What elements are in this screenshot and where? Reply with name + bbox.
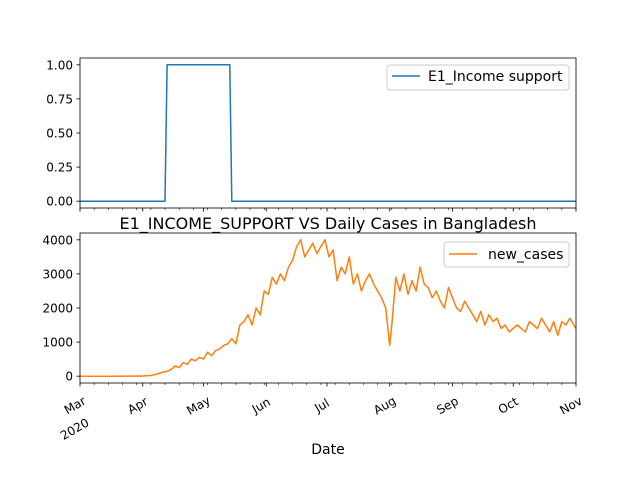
top-series-line [80, 64, 576, 202]
xtick-label: Sep [434, 394, 461, 417]
bottom-ytick-label: 3000 [42, 267, 73, 281]
top-ytick-label: 0.75 [46, 92, 73, 106]
xtick-label: Jun [249, 395, 273, 417]
xtick-label: Aug [371, 394, 398, 418]
xtick-label: Jul [311, 396, 331, 416]
xtick-label: Apr [125, 394, 150, 417]
top-ytick-label: 0.50 [46, 127, 73, 141]
top-subplot: 0.00 0.25 0.50 0.75 1.00 E1_Income support [46, 57, 577, 212]
top-legend: E1_Income support [386, 64, 570, 91]
bottom-legend: new_cases [443, 241, 570, 268]
xtick-label: Oct [496, 394, 521, 417]
top-ytick-label: 1.00 [46, 58, 73, 72]
top-axes-frame [79, 57, 577, 209]
bottom-subplot: E1_INCOME_SUPPORT VS Daily Cases in Bang… [42, 214, 584, 458]
bottom-legend-label: new_cases [488, 247, 563, 263]
bottom-ytick-label: 1000 [42, 336, 73, 350]
chart-title: E1_INCOME_SUPPORT VS Daily Cases in Bang… [119, 214, 536, 234]
top-legend-label: E1_Income support [428, 69, 563, 85]
top-ytick-label: 0.25 [46, 161, 73, 175]
bottom-ytick-label: 2000 [42, 302, 73, 316]
bottom-series-line [80, 239, 577, 377]
bottom-axes-frame [79, 232, 577, 384]
xtick-label: May [184, 393, 212, 418]
x-axis-label: Date [311, 442, 344, 458]
top-ytick-label: 0.00 [46, 195, 73, 209]
bottom-legend-box [443, 241, 570, 268]
xtick-label: Nov [557, 394, 584, 418]
top-legend-box [386, 64, 570, 91]
bottom-ytick-label: 0 [65, 370, 73, 384]
xtick-label: Mar [62, 394, 89, 417]
bottom-ytick-label: 4000 [42, 233, 73, 247]
xtick-year-label: 2020 [58, 415, 91, 442]
